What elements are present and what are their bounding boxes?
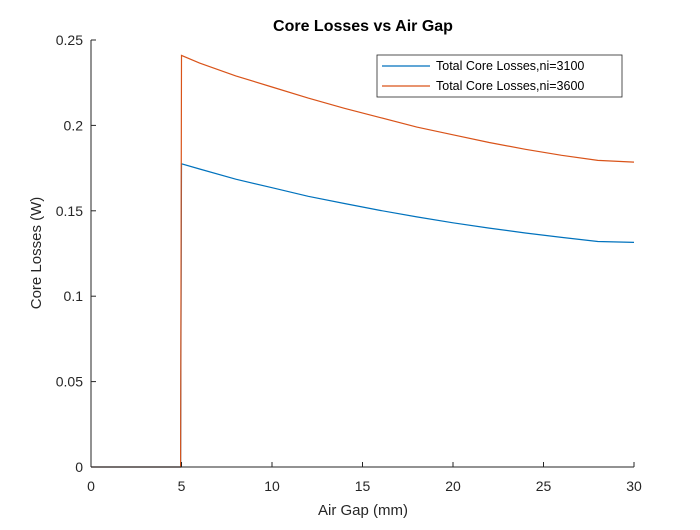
y-tick-label: 0.15 [56, 203, 83, 219]
legend: Total Core Losses,ni=3100 Total Core Los… [376, 54, 623, 98]
chart-title: Core Losses vs Air Gap [273, 18, 453, 35]
y-tick-label: 0.05 [56, 374, 83, 390]
x-tick-label: 0 [87, 478, 95, 494]
y-tick-label: 0.1 [64, 288, 84, 304]
series-line-1 [91, 54, 635, 468]
plot-area [91, 40, 634, 467]
x-axis-label: Air Gap (mm) [318, 502, 408, 519]
x-tick-label: 25 [536, 478, 552, 494]
x-tick-label: 15 [355, 478, 371, 494]
y-tick-label: 0 [75, 459, 83, 475]
legend-entry-ni-3600: Total Core Losses,ni=3600 [436, 79, 584, 93]
x-ticks: 0 5 10 15 20 25 30 [87, 462, 642, 494]
y-ticks: 0 0.05 0.1 0.15 0.2 0.25 [56, 32, 96, 475]
y-axis-label: Core Losses (W) [28, 197, 45, 310]
series-layer [91, 54, 635, 468]
legend-entry-ni-3100: Total Core Losses,ni=3100 [436, 59, 584, 73]
series-line-0 [91, 163, 635, 468]
y-tick-label: 0.25 [56, 32, 83, 48]
y-tick-label: 0.2 [64, 117, 84, 133]
x-tick-label: 30 [626, 478, 642, 494]
legend-box [376, 54, 623, 98]
x-tick-label: 20 [445, 478, 461, 494]
x-tick-label: 10 [264, 478, 280, 494]
x-tick-label: 5 [178, 478, 186, 494]
